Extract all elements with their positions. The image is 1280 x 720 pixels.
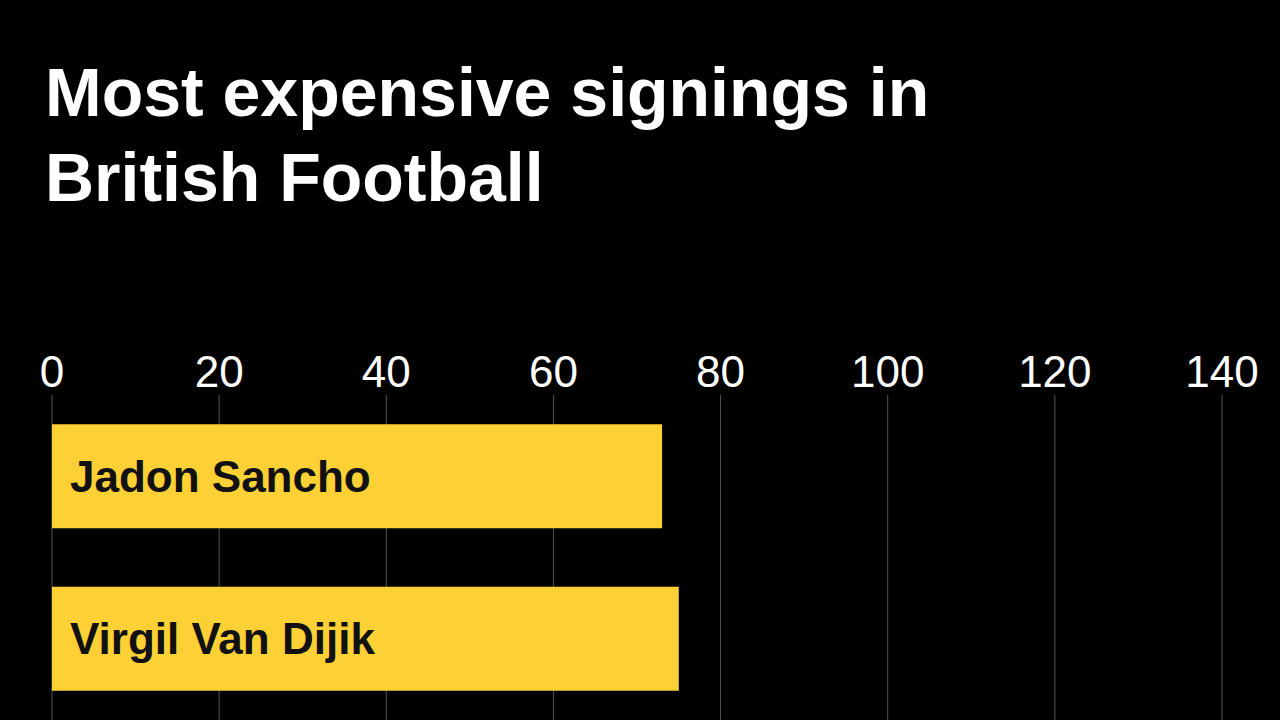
html-text:Most expensive signings in Bri: Most expensive signings in British Footb… — [45, 54, 930, 215]
svg-text:0: 0 — [40, 347, 64, 396]
svg-text:80: 80 — [696, 347, 745, 396]
svg-text:40: 40 — [362, 347, 411, 396]
svg-text:100: 100 — [851, 347, 924, 396]
svg-text:Jadon Sancho: Jadon Sancho — [70, 452, 371, 501]
svg-text:Virgil Van Dijik: Virgil Van Dijik — [70, 614, 375, 663]
svg-text:60: 60 — [529, 347, 578, 396]
svg-text:140: 140 — [1185, 347, 1258, 396]
svg-text:20: 20 — [195, 347, 244, 396]
svg-text:120: 120 — [1018, 347, 1091, 396]
